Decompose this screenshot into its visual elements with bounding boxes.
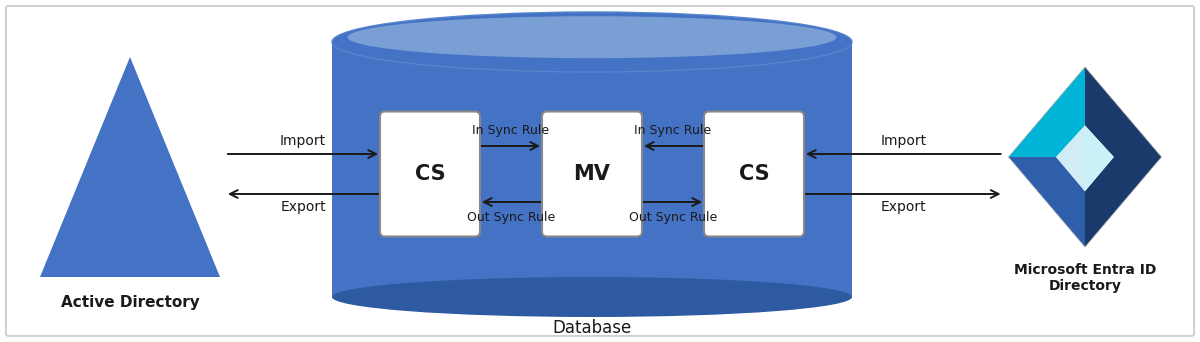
Text: CS: CS bbox=[739, 164, 769, 184]
Ellipse shape bbox=[332, 12, 852, 72]
Text: Microsoft Entra ID
Directory: Microsoft Entra ID Directory bbox=[1014, 263, 1156, 293]
Polygon shape bbox=[1085, 67, 1162, 157]
Polygon shape bbox=[1008, 67, 1085, 157]
Ellipse shape bbox=[332, 277, 852, 317]
Text: Export: Export bbox=[280, 200, 326, 214]
Text: Import: Import bbox=[280, 134, 326, 148]
Text: Out Sync Rule: Out Sync Rule bbox=[467, 211, 556, 224]
Polygon shape bbox=[1008, 157, 1085, 247]
Polygon shape bbox=[1056, 126, 1114, 191]
FancyBboxPatch shape bbox=[6, 6, 1194, 336]
Polygon shape bbox=[1085, 157, 1162, 247]
Text: Database: Database bbox=[552, 319, 631, 337]
Text: Out Sync Rule: Out Sync Rule bbox=[629, 211, 718, 224]
Ellipse shape bbox=[348, 16, 836, 58]
Text: Active Directory: Active Directory bbox=[61, 295, 199, 310]
Polygon shape bbox=[332, 42, 852, 297]
FancyBboxPatch shape bbox=[704, 111, 804, 237]
Text: In Sync Rule: In Sync Rule bbox=[473, 124, 550, 137]
Polygon shape bbox=[1056, 126, 1085, 191]
Text: In Sync Rule: In Sync Rule bbox=[635, 124, 712, 137]
Text: CS: CS bbox=[415, 164, 445, 184]
Text: MV: MV bbox=[574, 164, 611, 184]
Polygon shape bbox=[40, 57, 220, 277]
Text: Import: Import bbox=[880, 134, 926, 148]
FancyBboxPatch shape bbox=[542, 111, 642, 237]
FancyBboxPatch shape bbox=[380, 111, 480, 237]
Text: Export: Export bbox=[881, 200, 926, 214]
